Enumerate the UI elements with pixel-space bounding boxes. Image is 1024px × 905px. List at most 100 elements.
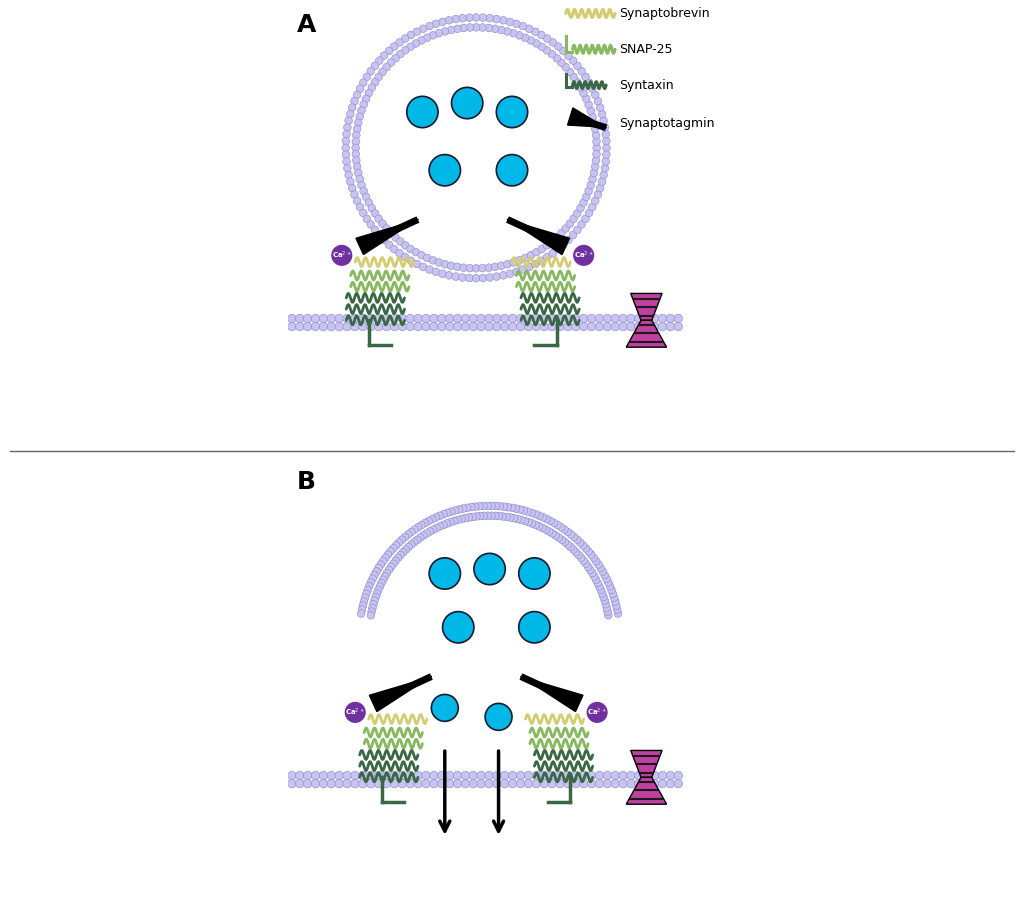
Circle shape bbox=[429, 155, 461, 186]
Circle shape bbox=[411, 538, 418, 546]
Circle shape bbox=[596, 583, 603, 590]
Circle shape bbox=[395, 39, 403, 46]
Circle shape bbox=[556, 779, 564, 788]
Circle shape bbox=[288, 771, 296, 780]
Circle shape bbox=[380, 236, 388, 243]
Circle shape bbox=[588, 551, 595, 558]
Circle shape bbox=[610, 594, 617, 602]
Circle shape bbox=[430, 322, 438, 331]
Circle shape bbox=[447, 508, 455, 516]
Circle shape bbox=[398, 771, 407, 780]
Circle shape bbox=[604, 608, 611, 615]
Circle shape bbox=[408, 257, 415, 264]
Circle shape bbox=[385, 241, 393, 249]
Circle shape bbox=[519, 266, 526, 273]
Circle shape bbox=[423, 529, 430, 538]
Circle shape bbox=[398, 779, 407, 788]
Circle shape bbox=[612, 602, 621, 609]
Circle shape bbox=[603, 604, 610, 612]
Circle shape bbox=[650, 314, 658, 323]
Circle shape bbox=[592, 197, 599, 205]
Circle shape bbox=[516, 506, 524, 513]
Polygon shape bbox=[356, 219, 418, 254]
Circle shape bbox=[531, 28, 540, 35]
Circle shape bbox=[472, 274, 480, 282]
Circle shape bbox=[501, 314, 509, 323]
Circle shape bbox=[585, 100, 593, 109]
Circle shape bbox=[593, 138, 600, 146]
Circle shape bbox=[569, 214, 578, 223]
Circle shape bbox=[402, 546, 410, 553]
Circle shape bbox=[396, 51, 404, 58]
Circle shape bbox=[451, 518, 458, 525]
Circle shape bbox=[562, 224, 569, 233]
Circle shape bbox=[343, 322, 351, 331]
Circle shape bbox=[532, 771, 541, 780]
Circle shape bbox=[362, 590, 370, 597]
Circle shape bbox=[493, 322, 501, 331]
Circle shape bbox=[507, 514, 514, 521]
Circle shape bbox=[406, 779, 415, 788]
Circle shape bbox=[520, 507, 527, 514]
Circle shape bbox=[430, 771, 438, 780]
Circle shape bbox=[429, 32, 437, 39]
Circle shape bbox=[486, 273, 494, 281]
Circle shape bbox=[414, 536, 421, 544]
Circle shape bbox=[515, 256, 523, 264]
Circle shape bbox=[536, 522, 543, 530]
Circle shape bbox=[475, 502, 483, 510]
Circle shape bbox=[600, 171, 607, 179]
Circle shape bbox=[442, 612, 474, 643]
Circle shape bbox=[524, 322, 532, 331]
Circle shape bbox=[573, 226, 582, 233]
Circle shape bbox=[602, 138, 610, 145]
Circle shape bbox=[461, 322, 470, 331]
Circle shape bbox=[380, 52, 388, 60]
Circle shape bbox=[431, 694, 459, 721]
Circle shape bbox=[635, 771, 643, 780]
Circle shape bbox=[592, 125, 599, 133]
Circle shape bbox=[311, 322, 319, 331]
Circle shape bbox=[540, 771, 549, 780]
Circle shape bbox=[548, 238, 556, 245]
Circle shape bbox=[406, 771, 415, 780]
Circle shape bbox=[443, 519, 451, 528]
Circle shape bbox=[594, 579, 601, 586]
Circle shape bbox=[418, 252, 425, 259]
Circle shape bbox=[373, 567, 380, 576]
Circle shape bbox=[479, 274, 486, 281]
Circle shape bbox=[564, 529, 571, 536]
Circle shape bbox=[528, 519, 536, 528]
Circle shape bbox=[554, 245, 562, 253]
Circle shape bbox=[504, 503, 512, 511]
Circle shape bbox=[327, 779, 336, 788]
Circle shape bbox=[354, 169, 362, 176]
Circle shape bbox=[611, 314, 620, 323]
Circle shape bbox=[472, 24, 480, 31]
Circle shape bbox=[592, 91, 599, 99]
Circle shape bbox=[496, 512, 503, 519]
Circle shape bbox=[344, 124, 351, 131]
Circle shape bbox=[375, 214, 383, 223]
Circle shape bbox=[509, 314, 517, 323]
Circle shape bbox=[390, 245, 398, 253]
Circle shape bbox=[367, 67, 375, 75]
Circle shape bbox=[603, 779, 611, 788]
Circle shape bbox=[373, 590, 381, 597]
Circle shape bbox=[375, 564, 382, 572]
Circle shape bbox=[566, 220, 573, 227]
Circle shape bbox=[548, 322, 556, 331]
Circle shape bbox=[371, 571, 378, 579]
Circle shape bbox=[359, 187, 368, 195]
Circle shape bbox=[532, 40, 541, 47]
Circle shape bbox=[594, 98, 602, 105]
Circle shape bbox=[392, 541, 400, 549]
Circle shape bbox=[381, 573, 389, 580]
Circle shape bbox=[592, 163, 599, 170]
Circle shape bbox=[352, 131, 360, 139]
Circle shape bbox=[493, 314, 501, 323]
Circle shape bbox=[602, 157, 609, 166]
Polygon shape bbox=[631, 293, 663, 320]
Circle shape bbox=[358, 779, 368, 788]
Circle shape bbox=[426, 23, 433, 30]
